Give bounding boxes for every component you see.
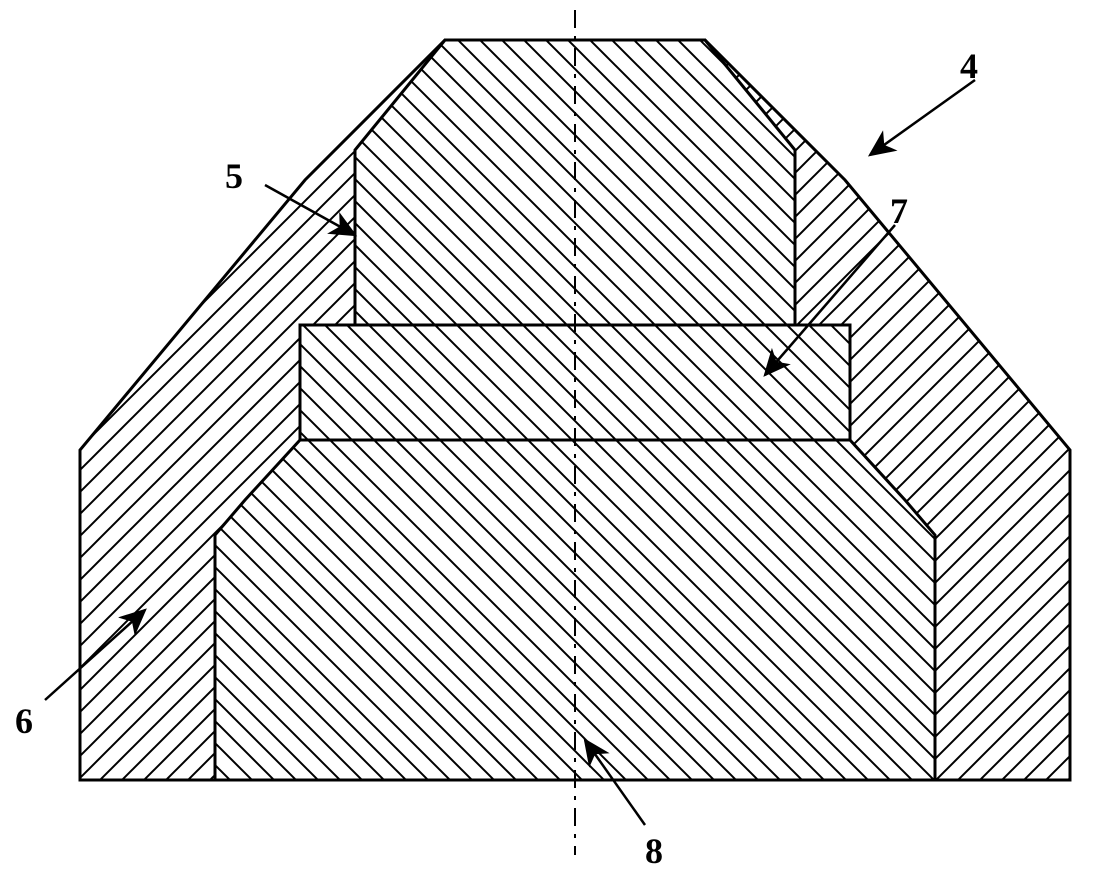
- label-8: 8: [645, 830, 663, 872]
- label-6: 6: [15, 700, 33, 742]
- cross-section-diagram: 4 5 6 7 8: [0, 0, 1103, 869]
- label-4: 4: [960, 45, 978, 87]
- label-5: 5: [225, 155, 243, 197]
- diagram-svg: [0, 0, 1103, 869]
- leader-4: [870, 80, 975, 155]
- label-7: 7: [890, 190, 908, 232]
